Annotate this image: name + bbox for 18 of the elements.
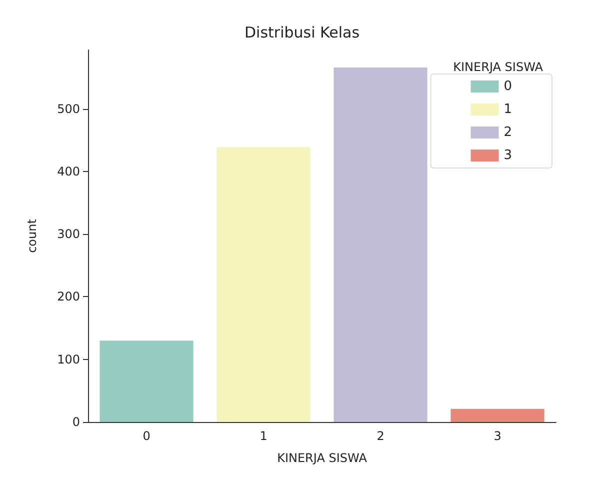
legend-title: KINERJA SISWA <box>453 60 544 74</box>
y-tick-label: 300 <box>57 227 80 242</box>
chart-title: Distribusi Kelas <box>244 24 360 42</box>
x-axis-title: KINERJA SISWA <box>277 451 368 465</box>
x-tick-label: 1 <box>260 429 268 443</box>
y-tick-label: 200 <box>57 290 80 304</box>
x-tick-label: 2 <box>376 429 384 443</box>
y-tick-label: 0 <box>72 415 80 429</box>
legend-label: 0 <box>504 79 512 94</box>
legend-label: 2 <box>504 125 512 140</box>
y-tick-label: 400 <box>57 164 80 178</box>
legend-label: 1 <box>504 102 512 117</box>
x-tick-label: 3 <box>494 429 502 443</box>
y-tick-label: 100 <box>57 352 80 366</box>
legend-label: 3 <box>504 148 512 163</box>
x-tick-label: 0 <box>142 429 150 443</box>
y-tick-label: 500 <box>57 102 80 116</box>
y-axis-title: count <box>25 218 39 253</box>
